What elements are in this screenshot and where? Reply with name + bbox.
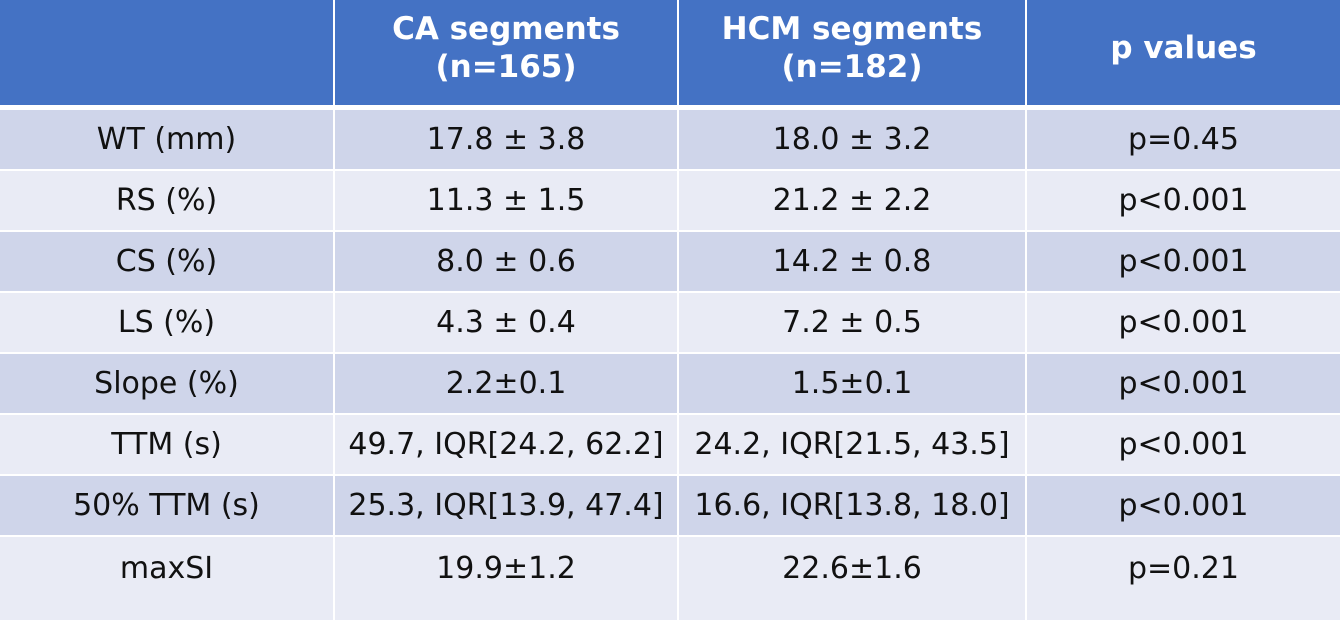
hcm-value: 16.6, IQR[13.8, 18.0]: [679, 476, 1027, 537]
table-row: RS (%) 11.3 ± 1.5 21.2 ± 2.2 p<0.001: [0, 171, 1340, 232]
p-value: p<0.001: [1027, 354, 1340, 415]
header-hcm-segments: HCM segments (n=182): [679, 0, 1027, 110]
ca-value: 2.2±0.1: [335, 354, 679, 415]
table-row: TTM (s) 49.7, IQR[24.2, 62.2] 24.2, IQR[…: [0, 415, 1340, 476]
row-label: maxSI: [0, 537, 335, 622]
ca-value: 8.0 ± 0.6: [335, 232, 679, 293]
header-blank-cell: [0, 0, 335, 110]
hcm-value: 7.2 ± 0.5: [679, 293, 1027, 354]
row-label: LS (%): [0, 293, 335, 354]
header-row: CA segments (n=165) HCM segments (n=182)…: [0, 0, 1340, 110]
header-ca-count: (n=165): [435, 48, 577, 85]
hcm-value: 1.5±0.1: [679, 354, 1027, 415]
table-row: 50% TTM (s) 25.3, IQR[13.9, 47.4] 16.6, …: [0, 476, 1340, 537]
hcm-value: 22.6±1.6: [679, 537, 1027, 622]
row-label: Slope (%): [0, 354, 335, 415]
p-value: p<0.001: [1027, 415, 1340, 476]
table-row: CS (%) 8.0 ± 0.6 14.2 ± 0.8 p<0.001: [0, 232, 1340, 293]
table-row: Slope (%) 2.2±0.1 1.5±0.1 p<0.001: [0, 354, 1340, 415]
p-value: p<0.001: [1027, 293, 1340, 354]
header-ca-segments: CA segments (n=165): [335, 0, 679, 110]
hcm-value: 24.2, IQR[21.5, 43.5]: [679, 415, 1027, 476]
ca-value: 11.3 ± 1.5: [335, 171, 679, 232]
header-ca-title: CA segments: [392, 10, 620, 47]
ca-value: 25.3, IQR[13.9, 47.4]: [335, 476, 679, 537]
row-label: CS (%): [0, 232, 335, 293]
ca-value: 49.7, IQR[24.2, 62.2]: [335, 415, 679, 476]
hcm-value: 18.0 ± 3.2: [679, 110, 1027, 171]
hcm-value: 21.2 ± 2.2: [679, 171, 1027, 232]
row-label: TTM (s): [0, 415, 335, 476]
header-hcm-count: (n=182): [781, 48, 923, 85]
p-value: p<0.001: [1027, 476, 1340, 537]
header-p-values: p values: [1027, 0, 1340, 110]
p-value: p=0.45: [1027, 110, 1340, 171]
row-label: RS (%): [0, 171, 335, 232]
p-value: p=0.21: [1027, 537, 1340, 622]
header-hcm-title: HCM segments: [721, 10, 983, 47]
row-label: 50% TTM (s): [0, 476, 335, 537]
ca-value: 19.9±1.2: [335, 537, 679, 622]
table-row: WT (mm) 17.8 ± 3.8 18.0 ± 3.2 p=0.45: [0, 110, 1340, 171]
hcm-value: 14.2 ± 0.8: [679, 232, 1027, 293]
row-label: WT (mm): [0, 110, 335, 171]
ca-value: 17.8 ± 3.8: [335, 110, 679, 171]
p-value: p<0.001: [1027, 171, 1340, 232]
table-row: LS (%) 4.3 ± 0.4 7.2 ± 0.5 p<0.001: [0, 293, 1340, 354]
ca-value: 4.3 ± 0.4: [335, 293, 679, 354]
p-value: p<0.001: [1027, 232, 1340, 293]
table-row: maxSI 19.9±1.2 22.6±1.6 p=0.21: [0, 537, 1340, 622]
